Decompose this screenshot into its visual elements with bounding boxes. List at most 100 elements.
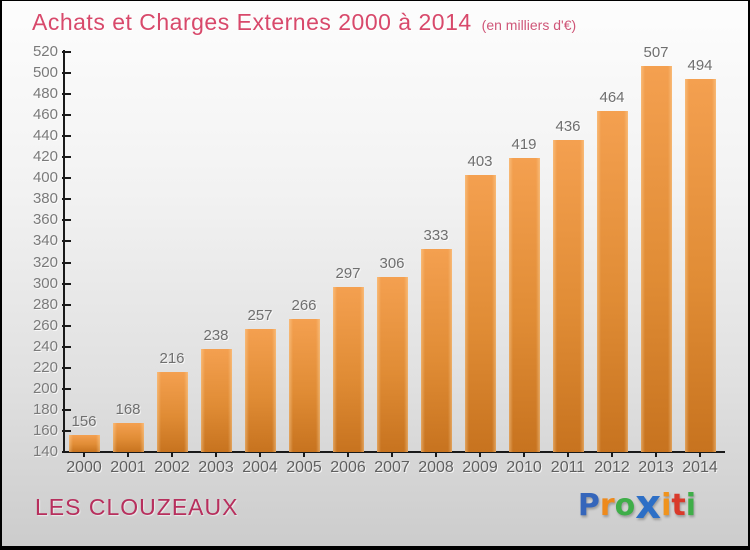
y-axis-tick <box>62 345 71 348</box>
y-axis-tick <box>62 429 71 432</box>
bar-value-label: 419 <box>511 136 537 154</box>
bar-value-label: 238 <box>203 326 229 344</box>
bar-2001[interactable] <box>112 422 144 452</box>
y-axis-tick <box>62 72 71 75</box>
x-axis-category-label: 2002 <box>154 459 190 476</box>
x-axis-tick <box>435 452 437 457</box>
bar-value-label: 464 <box>599 88 625 106</box>
x-axis-category-label: 2009 <box>462 459 498 476</box>
bar-2008[interactable] <box>420 248 452 452</box>
y-axis-tick-label: 280 <box>32 295 58 313</box>
x-axis-tick <box>303 452 305 457</box>
y-axis-tick-label: 180 <box>32 400 58 418</box>
logo-letter: i <box>685 488 696 523</box>
x-axis-category-label: 2003 <box>198 459 234 476</box>
x-axis-category-label: 2006 <box>330 459 366 476</box>
y-axis-tick <box>62 387 71 390</box>
x-axis-tick <box>171 452 173 457</box>
x-axis-category-label: 2000 <box>66 459 102 476</box>
bar-2011[interactable] <box>552 140 584 452</box>
y-axis-tick <box>62 408 71 411</box>
x-axis-tick <box>479 452 481 457</box>
y-axis-tick-label: 220 <box>32 358 58 376</box>
bar-2007[interactable] <box>376 277 408 452</box>
y-axis-tick <box>62 156 71 159</box>
bar-2000[interactable] <box>68 435 100 452</box>
x-axis-category-label: 2011 <box>550 459 586 476</box>
bar-2012[interactable] <box>596 110 628 452</box>
bar-2003[interactable] <box>200 348 232 452</box>
x-axis-category-label: 2013 <box>638 459 674 476</box>
bar-value-label: 403 <box>467 153 493 171</box>
y-axis-tick <box>62 114 71 117</box>
x-axis-category-label: 2004 <box>242 459 278 476</box>
bar-2010[interactable] <box>508 158 540 452</box>
bar-value-label: 156 <box>71 413 97 431</box>
y-axis-tick <box>62 219 71 222</box>
bar-value-label: 266 <box>291 297 317 315</box>
x-axis-category-label: 2014 <box>682 459 718 476</box>
chart-title: Achats et Charges Externes 2000 à 2014 <box>32 9 472 35</box>
x-axis-tick <box>215 452 217 457</box>
bar-value-label: 216 <box>159 350 185 367</box>
y-axis-tick <box>62 93 71 96</box>
x-axis-tick <box>347 452 349 457</box>
bar-2004[interactable] <box>244 328 276 452</box>
x-axis-tick <box>655 452 657 457</box>
y-axis-tick <box>62 177 71 180</box>
x-axis-category-label: 2007 <box>374 459 410 476</box>
y-axis-tick-label: 440 <box>32 127 58 145</box>
logo-letter: x <box>635 482 662 528</box>
y-axis-tick-label: 340 <box>32 232 58 250</box>
y-axis-tick-label: 260 <box>32 316 58 334</box>
logo-letter: o <box>614 488 636 523</box>
location-label: LES CLOUZEAUX <box>35 494 239 520</box>
bar-2009[interactable] <box>464 175 496 452</box>
y-axis-tick <box>62 366 71 369</box>
logo-letter: i <box>661 488 672 523</box>
y-axis-tick-label: 420 <box>32 148 58 166</box>
y-axis-tick <box>62 451 71 453</box>
bar-2006[interactable] <box>332 286 364 452</box>
x-axis-tick <box>127 452 129 457</box>
y-axis-tick-label: 460 <box>32 106 58 124</box>
bar-2002[interactable] <box>156 372 188 452</box>
bar-value-label: 494 <box>687 57 713 75</box>
x-axis-category-label: 2010 <box>506 459 542 476</box>
bar-2013[interactable] <box>640 65 672 452</box>
y-axis-tick-label: 380 <box>32 190 58 208</box>
x-axis-tick <box>391 452 393 457</box>
x-axis-tick <box>699 452 701 457</box>
bar-value-label: 297 <box>335 264 361 282</box>
y-axis-tick-label: 240 <box>32 337 58 355</box>
bar-2014[interactable] <box>684 79 716 452</box>
y-axis-tick-label: 160 <box>32 421 58 439</box>
x-axis-line <box>63 451 725 453</box>
y-axis-tick-label: 480 <box>32 85 58 103</box>
x-axis-tick <box>259 452 261 457</box>
x-axis-category-label: 2008 <box>418 459 454 476</box>
logo-letter: r <box>599 488 615 523</box>
y-axis-tick <box>62 135 71 138</box>
y-axis-tick-label: 200 <box>32 379 58 397</box>
y-axis-tick-label: 360 <box>32 211 58 229</box>
y-axis-tick <box>62 51 71 53</box>
x-axis-tick <box>83 452 85 457</box>
x-axis-tick <box>611 452 613 457</box>
bar-2005[interactable] <box>288 319 320 452</box>
bar-value-label: 507 <box>643 43 669 61</box>
y-axis-line <box>63 50 65 453</box>
logo-letter: t <box>671 488 686 523</box>
x-axis-category-label: 2001 <box>110 459 146 476</box>
y-axis-tick-label: 520 <box>32 43 58 60</box>
y-axis-tick <box>62 198 71 201</box>
y-axis-tick-label: 500 <box>32 64 58 82</box>
y-axis-tick-label: 140 <box>32 443 58 460</box>
y-axis-tick <box>62 324 71 327</box>
bar-value-label: 333 <box>423 226 449 244</box>
x-axis-tick <box>567 452 569 457</box>
bar-value-label: 306 <box>379 255 405 273</box>
